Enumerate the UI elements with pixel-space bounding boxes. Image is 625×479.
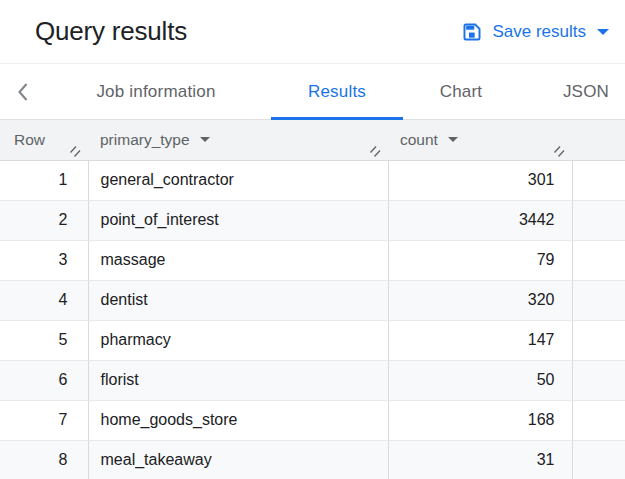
count-cell: 50 — [388, 360, 572, 400]
column-header-row: Row — [0, 120, 88, 160]
primary-type-cell: home_goods_store — [88, 400, 388, 440]
table-row: 5 pharmacy 147 — [0, 320, 625, 360]
column-label-primary-type: primary_type — [100, 131, 190, 149]
spacer-cell — [572, 400, 625, 440]
count-cell: 79 — [388, 240, 572, 280]
page-title: Query results — [35, 16, 187, 47]
count-cell: 31 — [388, 440, 572, 479]
spacer-cell — [572, 360, 625, 400]
row-number-cell: 4 — [0, 280, 88, 320]
table-row: 7 home_goods_store 168 — [0, 400, 625, 440]
query-results-header: Query results Save results — [0, 0, 625, 64]
sort-dropdown-icon[interactable] — [448, 137, 458, 142]
spacer-cell — [572, 320, 625, 360]
save-results-label: Save results — [492, 22, 586, 42]
count-cell: 301 — [388, 160, 572, 200]
table-row: 6 florist 50 — [0, 360, 625, 400]
row-number-cell: 1 — [0, 160, 88, 200]
table-row: 2 point_of_interest 3442 — [0, 200, 625, 240]
table-header-row: Row primary_type count — [0, 120, 625, 160]
row-number-cell: 6 — [0, 360, 88, 400]
count-cell: 320 — [388, 280, 572, 320]
sort-dropdown-icon[interactable] — [200, 137, 210, 142]
column-header-count[interactable]: count — [388, 120, 572, 160]
row-number-cell: 7 — [0, 400, 88, 440]
spacer-cell — [572, 280, 625, 320]
primary-type-cell: massage — [88, 240, 388, 280]
row-number-cell: 2 — [0, 200, 88, 240]
spacer-cell — [572, 160, 625, 200]
column-label-count: count — [400, 131, 438, 149]
spacer-cell — [572, 200, 625, 240]
primary-type-cell: dentist — [88, 280, 388, 320]
primary-type-cell: florist — [88, 360, 388, 400]
column-resize-handle[interactable] — [69, 145, 83, 158]
results-table-body: 1 general_contractor 301 2 point_of_inte… — [0, 160, 625, 479]
row-number-cell: 5 — [0, 320, 88, 360]
table-row: 3 massage 79 — [0, 240, 625, 280]
table-row: 4 dentist 320 — [0, 280, 625, 320]
save-icon — [461, 21, 483, 43]
tab-job-information[interactable]: Job information — [63, 64, 249, 119]
primary-type-cell: meal_takeaway — [88, 440, 388, 479]
table-row: 8 meal_takeaway 31 — [0, 440, 625, 479]
column-resize-handle[interactable] — [369, 145, 383, 158]
primary-type-cell: general_contractor — [88, 160, 388, 200]
primary-type-cell: point_of_interest — [88, 200, 388, 240]
spacer-cell — [572, 240, 625, 280]
tab-chart[interactable]: Chart — [410, 64, 512, 119]
tab-json[interactable]: JSON — [535, 64, 625, 119]
row-number-cell: 3 — [0, 240, 88, 280]
dropdown-caret-icon — [597, 29, 609, 35]
column-resize-handle[interactable] — [553, 145, 567, 158]
row-number-cell: 8 — [0, 440, 88, 479]
column-header-spacer — [572, 120, 625, 160]
results-tab-bar: Job information Results Chart JSON — [0, 64, 625, 120]
column-header-primary-type[interactable]: primary_type — [88, 120, 388, 160]
chevron-left-icon[interactable] — [6, 64, 40, 119]
spacer-cell — [572, 440, 625, 479]
table-row: 1 general_contractor 301 — [0, 160, 625, 200]
save-results-button[interactable]: Save results — [459, 17, 611, 47]
count-cell: 147 — [388, 320, 572, 360]
count-cell: 168 — [388, 400, 572, 440]
results-table: Row primary_type count — [0, 120, 625, 479]
primary-type-cell: pharmacy — [88, 320, 388, 360]
count-cell: 3442 — [388, 200, 572, 240]
column-label-row: Row — [14, 131, 45, 149]
tab-results[interactable]: Results — [271, 64, 403, 119]
